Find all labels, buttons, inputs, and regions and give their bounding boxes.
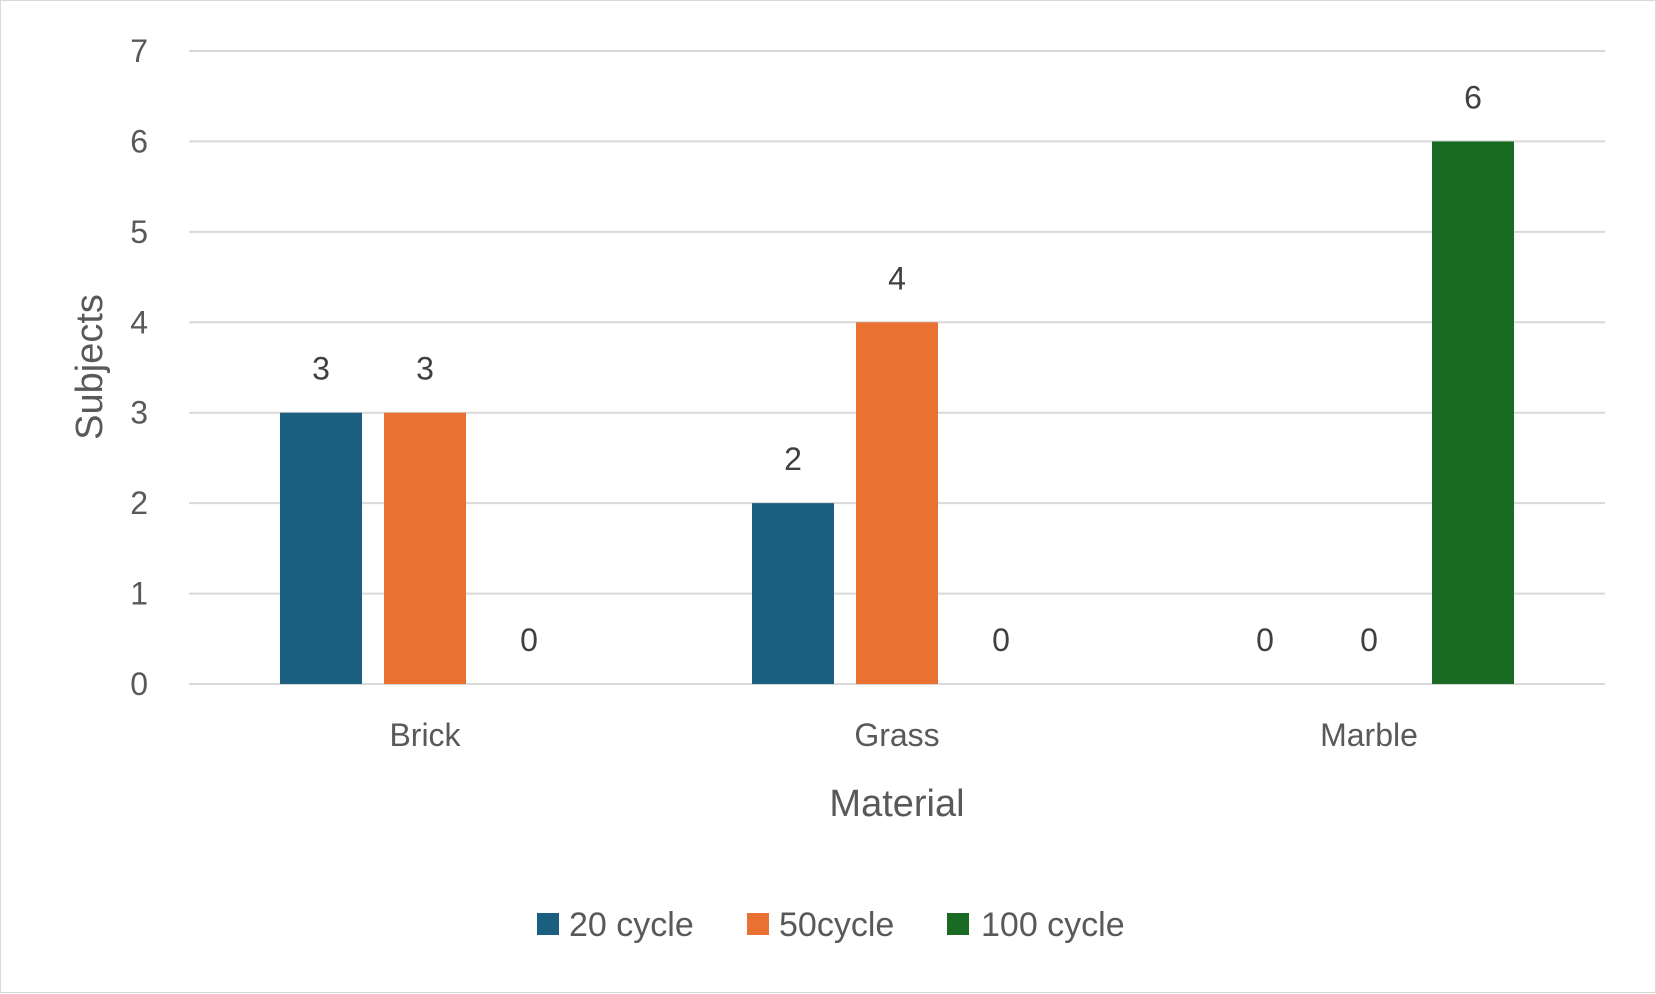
y-tick-label: 1 <box>130 576 148 612</box>
legend-swatch <box>537 913 559 935</box>
legend-swatch <box>747 913 769 935</box>
data-label: 3 <box>312 351 330 387</box>
x-tick-label: Marble <box>1320 717 1418 753</box>
x-axis-title: Material <box>829 783 964 825</box>
data-label: 4 <box>888 260 906 296</box>
y-tick-label: 5 <box>130 214 148 250</box>
data-label: 6 <box>1464 79 1482 115</box>
legend: 20 cycle 50cycle 100 cycle <box>537 906 1125 944</box>
data-label: 0 <box>520 622 538 658</box>
y-tick-label: 3 <box>130 395 148 431</box>
y-tick-label: 2 <box>130 485 148 521</box>
bar <box>280 412 362 684</box>
bar <box>384 412 466 684</box>
data-label: 0 <box>1256 622 1274 658</box>
bars <box>280 141 1514 684</box>
y-tick-label: 0 <box>130 666 148 702</box>
y-axis-title: Subjects <box>69 294 111 440</box>
legend-swatch <box>947 913 969 935</box>
y-tick-label: 4 <box>130 304 148 340</box>
data-label: 2 <box>784 441 802 477</box>
legend-label: 100 cycle <box>981 906 1125 944</box>
bar <box>752 503 834 684</box>
bar <box>856 322 938 684</box>
x-tick-label: Brick <box>389 717 461 753</box>
data-labels: 3 3 0 2 4 0 0 0 6 <box>312 79 1482 658</box>
legend-label: 50cycle <box>779 906 894 944</box>
y-axis-ticks: 0 1 2 3 4 5 6 7 <box>130 33 148 702</box>
data-label: 0 <box>992 622 1010 658</box>
y-tick-label: 6 <box>130 123 148 159</box>
legend-label: 20 cycle <box>569 906 694 944</box>
bar <box>1432 141 1514 684</box>
x-axis-categories: Brick Grass Marble <box>389 717 1417 753</box>
data-label: 3 <box>416 351 434 387</box>
x-tick-label: Grass <box>854 717 939 753</box>
data-label: 0 <box>1360 622 1378 658</box>
y-tick-label: 7 <box>130 33 148 69</box>
